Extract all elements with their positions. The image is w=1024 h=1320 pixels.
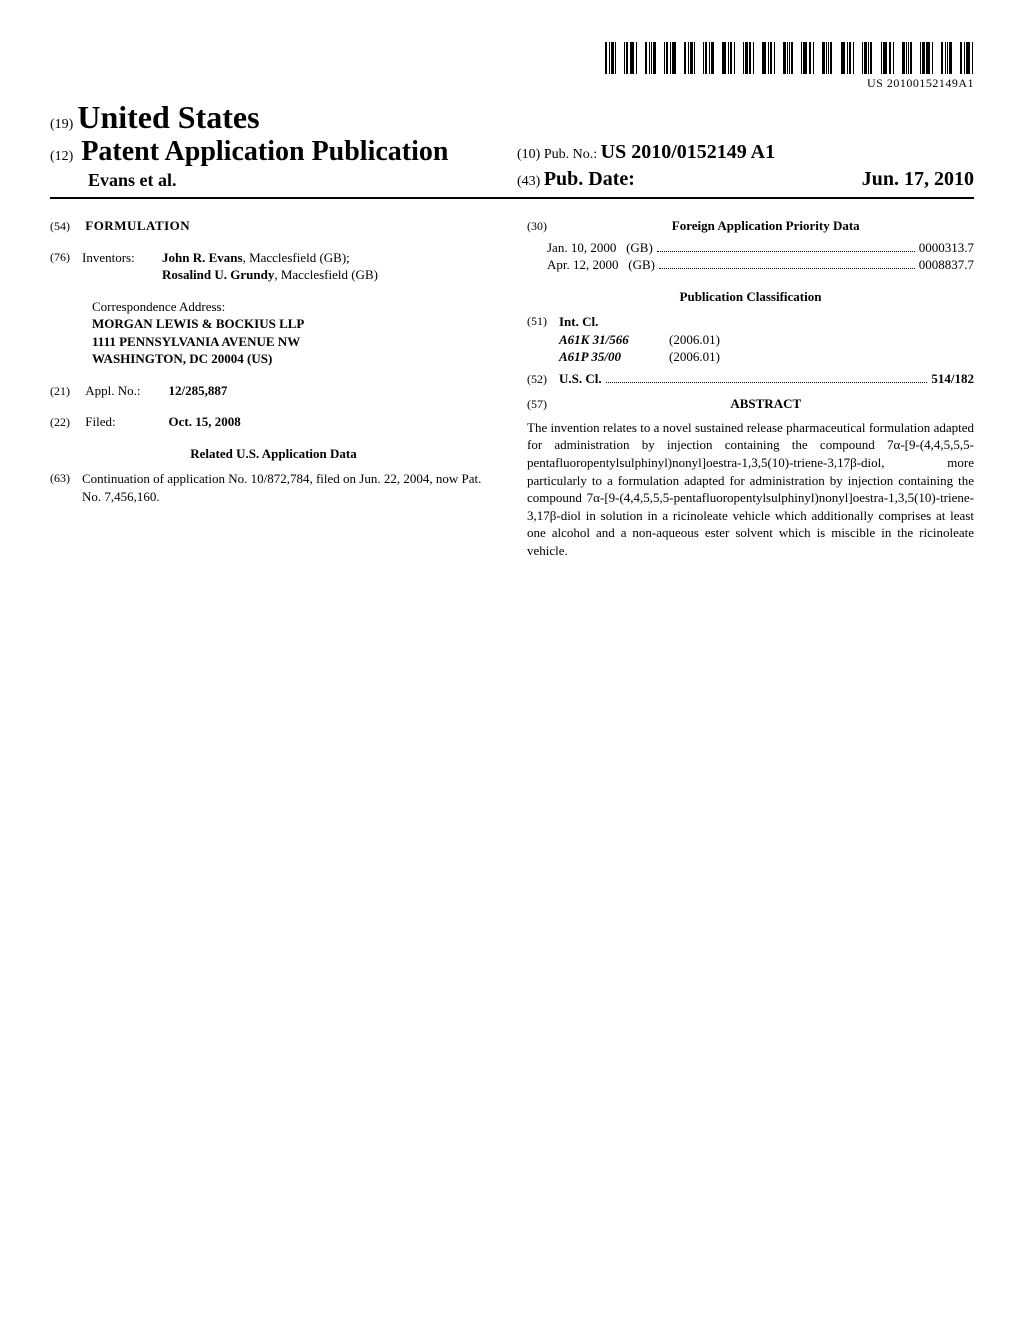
filed-label: Filed: [85,413,165,431]
pub-number: US 2010/0152149 A1 [601,141,775,163]
applno-label: Appl. No.: [85,382,165,400]
inventor-1-loc: , Macclesfield (GB); [243,250,350,265]
correspondence-block: Correspondence Address: MORGAN LEWIS & B… [92,298,497,368]
priority-row: Apr. 12, 2000 (GB) 0008837.7 [547,256,974,274]
field-63: (63) [50,470,82,505]
foreign-priority-head: Foreign Application Priority Data [562,217,969,235]
field-10: (10) [517,147,540,162]
invention-title: FORMULATION [85,218,190,233]
intcl-code-0: A61K 31/566 [559,331,669,349]
inventors-label: Inventors: [82,249,162,284]
abstract-text: The invention relates to a novel sustain… [527,419,974,559]
priority-num-1: 0008837.7 [919,256,974,274]
abstract-head: ABSTRACT [562,395,969,413]
field-52: (52) [527,371,559,387]
pubno-label: Pub. No.: [544,147,597,162]
priority-cc-0: (GB) [626,240,653,255]
field-57: (57) [527,396,559,412]
filed-date: Oct. 15, 2008 [169,414,241,429]
related-data-head: Related U.S. Application Data [50,445,497,463]
country-title: United States [77,99,259,135]
field-51: (51) [527,313,559,366]
field-12: (12) [50,149,73,164]
priority-date-1: Apr. 12, 2000 [547,257,619,272]
correspondence-line-2: 1111 PENNSYLVANIA AVENUE NW [92,333,497,351]
left-column: (54) FORMULATION (76) Inventors: John R.… [50,217,497,559]
field-19: (19) [50,117,73,132]
priority-num-0: 0000313.7 [919,239,974,257]
pub-date: Jun. 17, 2010 [862,168,974,191]
field-76: (76) [50,249,82,284]
inventor-2-name: Rosalind U. Grundy [162,267,274,282]
barcode-number: US 20100152149A1 [50,76,974,91]
priority-row: Jan. 10, 2000 (GB) 0000313.7 [547,239,974,257]
inventor-2-loc: , Macclesfield (GB) [274,267,378,282]
field-43: (43) [517,174,540,189]
inventor-1-name: John R. Evans [162,250,243,265]
intcl-code-1: A61P 35/00 [559,348,669,366]
priority-cc-1: (GB) [628,257,655,272]
field-21: (21) [50,383,82,399]
correspondence-line-3: WASHINGTON, DC 20004 (US) [92,350,497,368]
header-divider [50,197,974,199]
uscl-value: 514/182 [931,370,974,388]
appl-number: 12/285,887 [169,383,228,398]
uscl-label: U.S. Cl. [559,370,602,388]
barcode-section: US 20100152149A1 [50,40,974,91]
authors-line: Evans et al. [50,170,507,191]
intcl-ver-1: (2006.01) [669,348,974,366]
intcl-ver-0: (2006.01) [669,331,974,349]
correspondence-label: Correspondence Address: [92,298,497,316]
priority-date-0: Jan. 10, 2000 [547,240,616,255]
right-column: (30) Foreign Application Priority Data J… [527,217,974,559]
pubdate-label: Pub. Date: [544,168,635,190]
field-54: (54) [50,218,82,234]
barcode-graphic [605,42,974,74]
header-block: (19) United States (12) Patent Applicati… [50,99,974,191]
continuation-text: Continuation of application No. 10/872,7… [82,470,497,505]
correspondence-line-1: MORGAN LEWIS & BOCKIUS LLP [92,315,497,333]
doc-type-title: Patent Application Publication [81,136,448,167]
field-30: (30) [527,218,559,234]
pub-classification-head: Publication Classification [527,288,974,306]
intcl-label: Int. Cl. [559,313,974,331]
field-22: (22) [50,414,82,430]
body-columns: (54) FORMULATION (76) Inventors: John R.… [50,217,974,559]
